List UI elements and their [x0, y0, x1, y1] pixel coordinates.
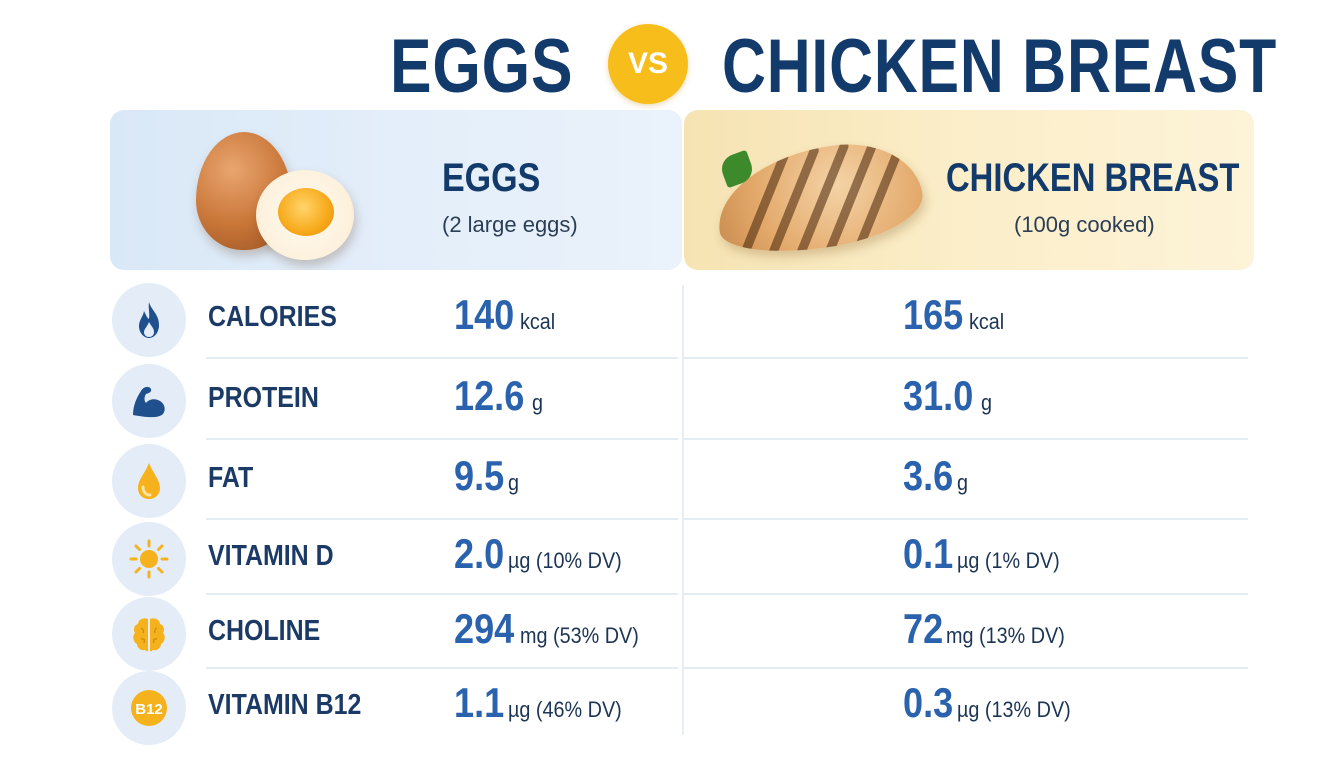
brain-icon: [112, 597, 186, 671]
nutrient-label: CHOLINE: [208, 615, 321, 647]
eggs-serving-size: (2 large eggs): [442, 212, 578, 237]
nutrient-label: PROTEIN: [208, 382, 319, 414]
sun-icon: [112, 522, 186, 596]
eggs-value: 2.0 µg (10% DV): [454, 530, 623, 577]
chicken-value: 3.6 g: [903, 452, 969, 499]
chicken-value: 0.3 µg (13% DV): [903, 679, 1072, 726]
eggs-value: 9.5 g: [454, 452, 520, 499]
eggs-value: 1.1 µg (46% DV): [454, 679, 623, 726]
title-eggs: EGGS: [390, 24, 574, 109]
nutrient-label: VITAMIN B12: [208, 689, 362, 721]
chicken-panel-title: CHICKEN BREAST: [946, 156, 1240, 200]
eggs-value: 140 kcal: [454, 291, 556, 338]
vs-badge: VS: [608, 24, 688, 104]
eggs-value: 294 mg (53% DV): [454, 605, 639, 652]
droplet-icon: [112, 444, 186, 518]
egg-half-image: [256, 170, 354, 260]
chicken-value: 31.0 g: [903, 372, 992, 419]
nutrient-label: VITAMIN D: [208, 540, 334, 572]
eggs-panel-title: EGGS: [442, 156, 541, 200]
svg-text:B12: B12: [135, 701, 163, 718]
column-divider: [682, 285, 684, 735]
title-chicken-breast: CHICKEN BREAST: [722, 24, 1278, 109]
eggs-value: 12.6 g: [454, 372, 543, 419]
nutrient-label: FAT: [208, 462, 254, 494]
eggs-header-panel: EGGS (2 large eggs): [110, 110, 682, 270]
chicken-value: 72 mg (13% DV): [903, 605, 1065, 652]
chicken-serving-size: (100g cooked): [1014, 212, 1155, 237]
flexed-arm-icon: [112, 364, 186, 438]
nutrient-label: CALORIES: [208, 301, 337, 333]
chicken-header-panel: CHICKEN BREAST (100g cooked): [684, 110, 1254, 270]
chicken-value: 165 kcal: [903, 291, 1005, 338]
b12-badge-icon: B12: [112, 671, 186, 745]
flame-icon: [112, 283, 186, 357]
chicken-value: 0.1 µg (1% DV): [903, 530, 1061, 577]
